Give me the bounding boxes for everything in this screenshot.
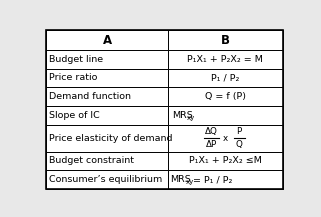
Text: P₁ / P₂: P₁ / P₂ [211,74,239,82]
Bar [46,69,168,87]
Bar [46,30,168,50]
Text: Consumer’s equilibrium: Consumer’s equilibrium [49,175,162,184]
Bar [168,106,283,125]
Bar [168,151,283,170]
Text: Budget line: Budget line [49,55,103,64]
Text: Q = f (P): Q = f (P) [205,92,246,101]
Text: = P₁ / P₂: = P₁ / P₂ [190,175,233,184]
Text: P₁X₁ + P₂X₂ = M: P₁X₁ + P₂X₂ = M [187,55,263,64]
Text: B: B [221,34,230,47]
Bar [46,125,168,151]
Bar [168,69,283,87]
Text: Budget constraint: Budget constraint [49,156,134,165]
Bar [168,170,283,189]
Text: ΔQ: ΔQ [205,127,218,136]
Text: Price ratio: Price ratio [49,74,98,82]
Bar [168,125,283,151]
Bar [168,87,283,106]
Text: Slope of IC: Slope of IC [49,111,100,120]
Text: A: A [103,34,112,47]
Bar [168,30,283,50]
Bar [46,170,168,189]
Bar [46,106,168,125]
Bar [46,87,168,106]
Text: Demand function: Demand function [49,92,131,101]
Text: ΔP: ΔP [206,140,217,150]
Text: xy: xy [186,179,194,185]
Text: MRS: MRS [170,175,191,184]
Text: Q: Q [236,140,242,150]
Text: P₁X₁ + P₂X₂ ≤M: P₁X₁ + P₂X₂ ≤M [189,156,262,165]
Bar [46,50,168,69]
Bar [168,50,283,69]
Text: MRS: MRS [172,111,193,120]
Text: P: P [237,127,242,136]
Text: x: x [223,134,228,143]
Text: Price elasticity of demand: Price elasticity of demand [49,134,173,143]
Bar [46,151,168,170]
Text: xy: xy [187,115,195,121]
